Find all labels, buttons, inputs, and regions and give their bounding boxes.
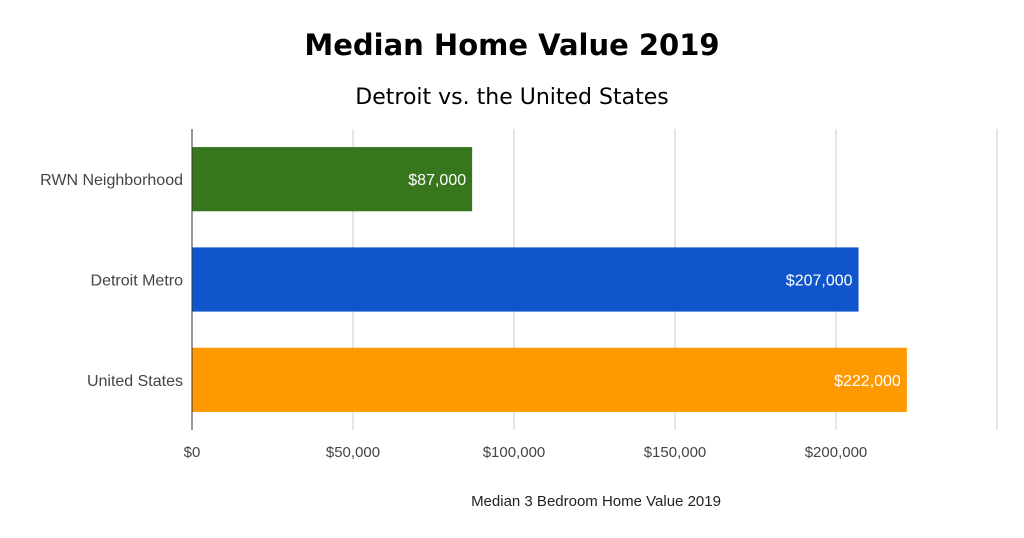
x-tick-labels: $0 $50,000 $100,000 $150,000 $200,000 — [184, 444, 868, 461]
data-label: $222,000 — [834, 373, 901, 390]
chart-title: Median Home Value 2019 — [304, 28, 720, 62]
category-label: United States — [87, 373, 183, 390]
bars — [192, 147, 907, 412]
bar — [192, 347, 907, 412]
x-tick-label: $200,000 — [805, 444, 868, 461]
data-labels: $87,000 $207,000 $222,000 — [408, 172, 901, 390]
bar — [192, 247, 859, 312]
x-tick-label: $100,000 — [483, 444, 546, 461]
x-axis-title: Median 3 Bedroom Home Value 2019 — [471, 493, 721, 510]
x-tick-label: $0 — [184, 444, 201, 461]
x-tick-label: $150,000 — [644, 444, 707, 461]
category-label: RWN Neighborhood — [40, 172, 183, 189]
data-label: $207,000 — [786, 273, 853, 290]
data-label: $87,000 — [408, 172, 466, 189]
chart-subtitle: Detroit vs. the United States — [355, 85, 669, 110]
x-tick-label: $50,000 — [326, 444, 380, 461]
category-labels: RWN Neighborhood Detroit Metro United Stat… — [40, 172, 183, 390]
category-label: Detroit Metro — [91, 273, 184, 290]
bar — [192, 147, 473, 212]
